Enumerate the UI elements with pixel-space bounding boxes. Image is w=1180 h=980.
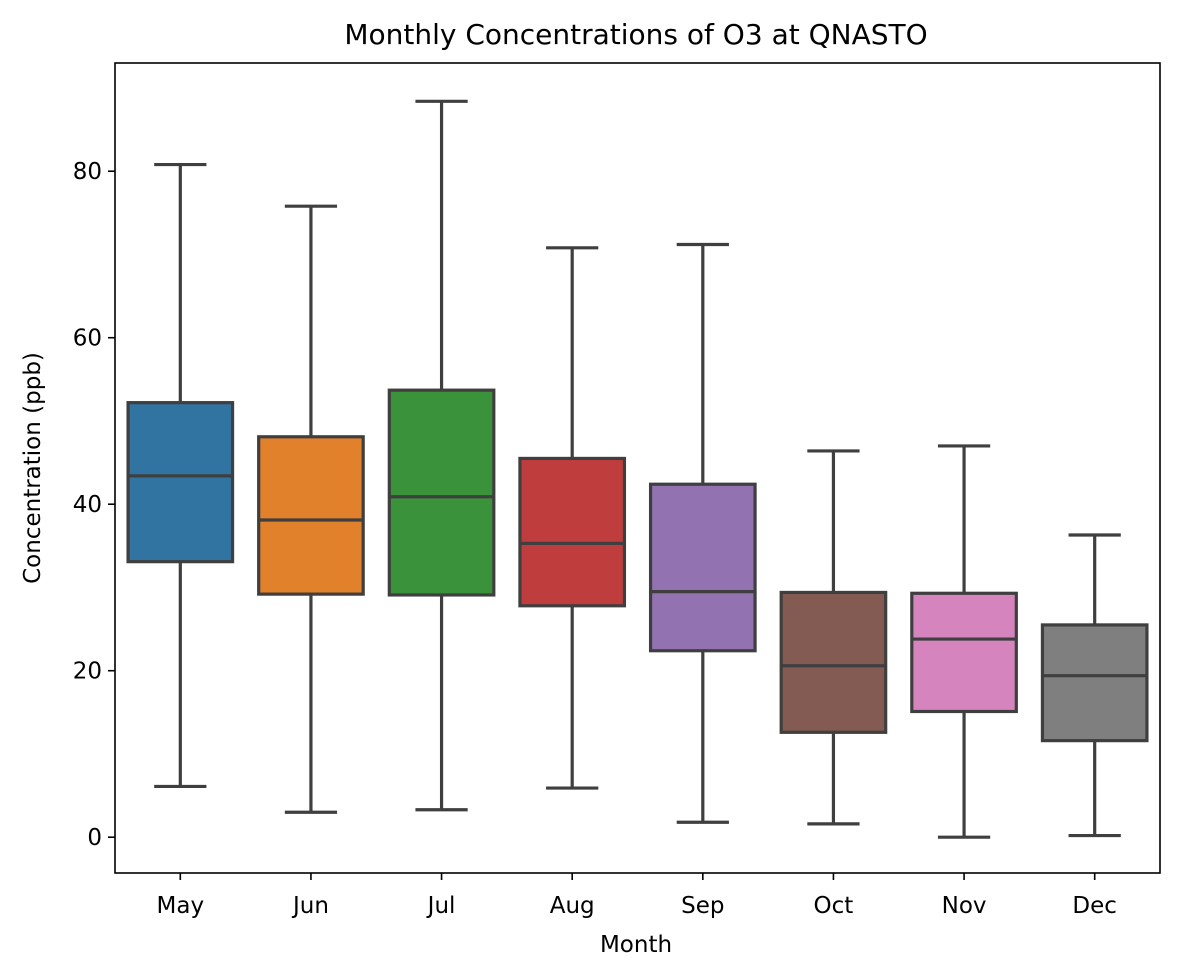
box-iqr bbox=[518, 456, 627, 608]
box-dec bbox=[1040, 533, 1149, 838]
x-tick-label: Sep bbox=[681, 893, 724, 919]
x-tick-label: Jul bbox=[426, 893, 456, 919]
x-tick-label: May bbox=[157, 893, 205, 919]
plot-frame bbox=[114, 62, 1161, 874]
box-jul bbox=[387, 99, 496, 812]
box-iqr bbox=[910, 591, 1018, 714]
box-iqr bbox=[779, 590, 888, 734]
box-iqr bbox=[1040, 623, 1149, 743]
box-sep bbox=[648, 242, 757, 824]
x-axis-label: Month bbox=[600, 932, 672, 958]
x-axis: May Jun Jul Aug Sep Oct Nov Dec bbox=[157, 873, 1117, 919]
box-iqr bbox=[648, 482, 757, 653]
y-tick-label: 40 bbox=[73, 492, 102, 518]
box-iqr bbox=[126, 401, 235, 564]
x-tick-label: Dec bbox=[1072, 893, 1117, 919]
x-tick-label: Nov bbox=[942, 893, 987, 919]
box-iqr bbox=[257, 435, 365, 596]
box-aug bbox=[518, 246, 627, 790]
box-jun bbox=[257, 204, 365, 814]
y-tick-label: 80 bbox=[73, 159, 102, 185]
box-nov bbox=[910, 444, 1018, 839]
chart-title: Monthly Concentrations of O3 at QNASTO bbox=[344, 18, 927, 51]
y-axis-label: Concentration (ppb) bbox=[20, 352, 46, 584]
x-tick-label: Jun bbox=[291, 893, 329, 919]
y-axis: 0 20 40 60 80 bbox=[73, 159, 115, 851]
y-tick-label: 0 bbox=[87, 825, 102, 851]
box-iqr bbox=[387, 388, 496, 597]
box-oct bbox=[779, 449, 888, 826]
x-tick-label: Oct bbox=[814, 893, 854, 919]
box-may bbox=[126, 162, 235, 789]
y-tick-label: 60 bbox=[73, 326, 102, 352]
y-tick-label: 20 bbox=[73, 659, 102, 685]
x-tick-label: Aug bbox=[550, 893, 595, 919]
boxes-layer bbox=[126, 99, 1149, 839]
